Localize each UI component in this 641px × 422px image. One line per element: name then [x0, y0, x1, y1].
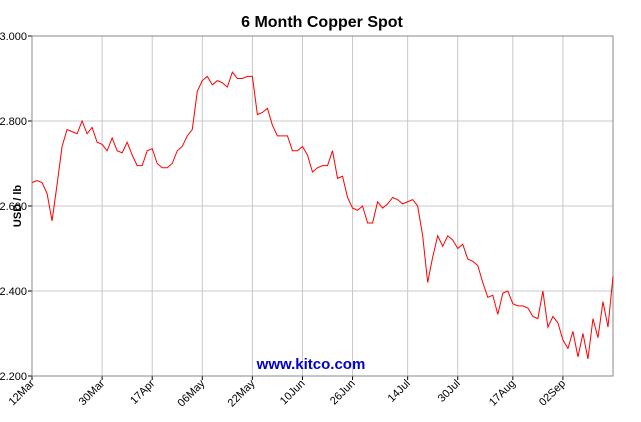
- y-tick-label: 2.200: [0, 371, 27, 383]
- y-tick-label: 2.400: [0, 286, 27, 298]
- chart-title: 6 Month Copper Spot: [241, 14, 403, 31]
- y-axis-label: USD / lb: [12, 185, 24, 227]
- y-tick-label: 2.800: [0, 116, 27, 128]
- y-tick-label: 2.600: [0, 201, 27, 213]
- y-tick-label: 3.000: [0, 31, 27, 43]
- plot-border: [31, 35, 614, 377]
- watermark: www.kitco.com: [256, 356, 366, 373]
- line: [31, 71, 614, 360]
